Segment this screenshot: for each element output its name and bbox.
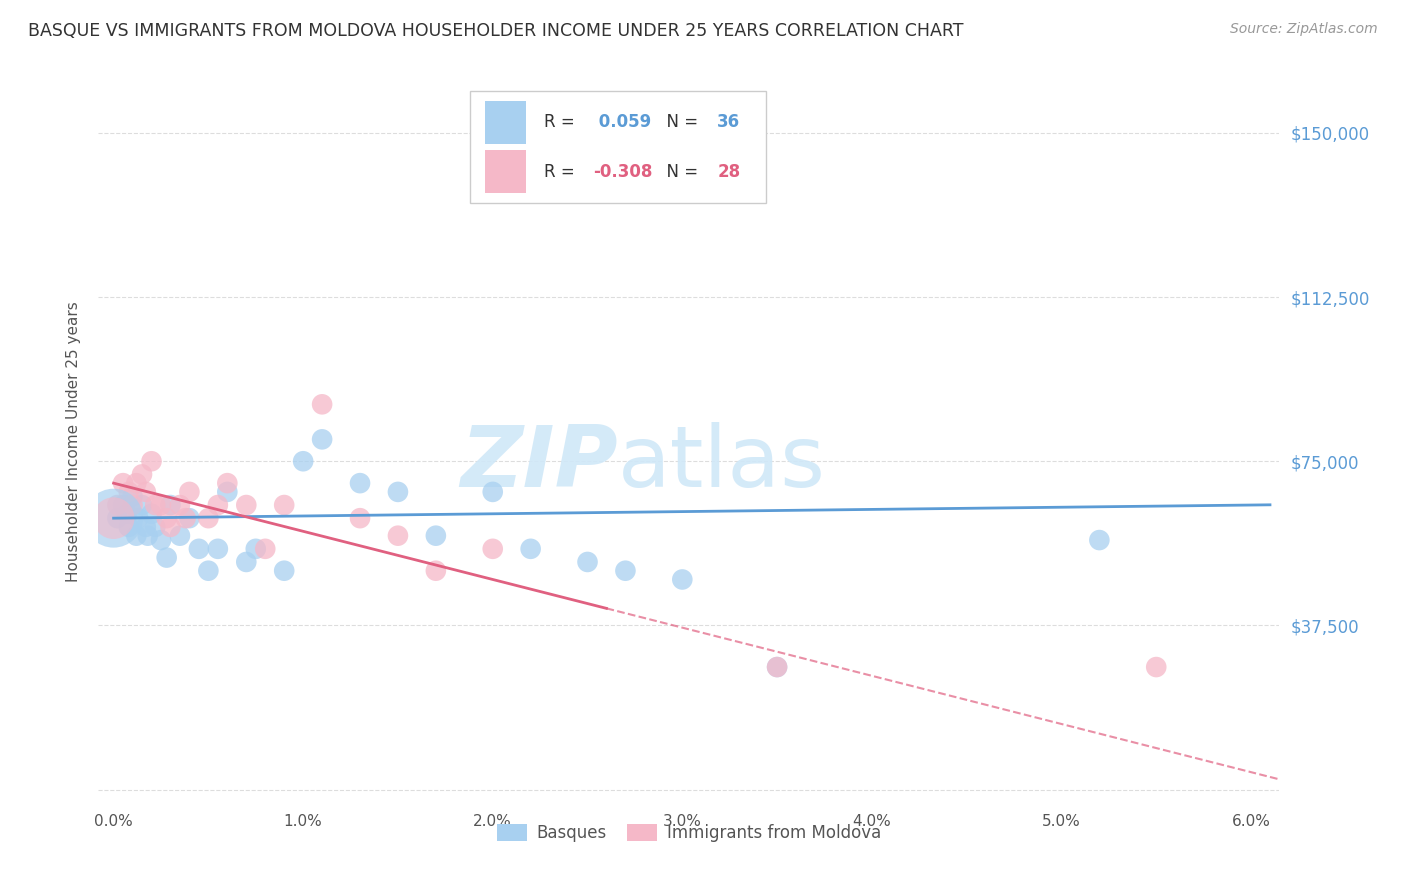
- Point: [273, 498, 295, 512]
- Point: [254, 541, 277, 556]
- Point: [159, 520, 181, 534]
- Point: [197, 564, 219, 578]
- Point: [207, 541, 229, 556]
- Point: [481, 484, 503, 499]
- Point: [387, 529, 409, 543]
- Point: [766, 660, 789, 674]
- Text: N =: N =: [655, 162, 703, 181]
- Point: [103, 511, 125, 525]
- Point: [131, 467, 153, 482]
- Point: [112, 498, 135, 512]
- Point: [671, 573, 693, 587]
- Point: [766, 660, 789, 674]
- Point: [481, 541, 503, 556]
- Point: [349, 511, 371, 525]
- Point: [235, 498, 257, 512]
- Point: [141, 454, 163, 468]
- Point: [235, 555, 257, 569]
- Point: [576, 555, 599, 569]
- Text: ZIP: ZIP: [460, 422, 619, 505]
- Text: Source: ZipAtlas.com: Source: ZipAtlas.com: [1230, 22, 1378, 37]
- Text: 0.059: 0.059: [593, 113, 651, 131]
- Text: 36: 36: [717, 113, 741, 131]
- Point: [387, 484, 409, 499]
- Point: [131, 498, 153, 512]
- FancyBboxPatch shape: [471, 91, 766, 203]
- Point: [1088, 533, 1111, 547]
- Text: R =: R =: [544, 113, 579, 131]
- Point: [1144, 660, 1167, 674]
- Point: [135, 484, 157, 499]
- Point: [115, 507, 138, 521]
- Point: [614, 564, 637, 578]
- Point: [135, 520, 157, 534]
- Point: [149, 498, 172, 512]
- Point: [311, 433, 333, 447]
- Point: [207, 498, 229, 512]
- Point: [245, 541, 267, 556]
- Point: [519, 541, 541, 556]
- Point: [156, 511, 179, 525]
- Legend: Basques, Immigrants from Moldova: Basques, Immigrants from Moldova: [491, 817, 887, 848]
- Text: N =: N =: [655, 113, 703, 131]
- Text: atlas: atlas: [619, 422, 827, 505]
- Point: [156, 550, 179, 565]
- Text: 28: 28: [717, 162, 741, 181]
- Point: [169, 498, 191, 512]
- Point: [169, 529, 191, 543]
- Point: [179, 484, 201, 499]
- FancyBboxPatch shape: [485, 150, 526, 194]
- Point: [105, 511, 128, 525]
- Point: [425, 529, 447, 543]
- Point: [174, 511, 197, 525]
- Text: BASQUE VS IMMIGRANTS FROM MOLDOVA HOUSEHOLDER INCOME UNDER 25 YEARS CORRELATION : BASQUE VS IMMIGRANTS FROM MOLDOVA HOUSEH…: [28, 22, 963, 40]
- Point: [217, 476, 239, 491]
- Point: [121, 498, 143, 512]
- Point: [121, 489, 143, 503]
- Point: [179, 511, 201, 525]
- Point: [141, 507, 163, 521]
- Text: -0.308: -0.308: [593, 162, 652, 181]
- Point: [143, 498, 166, 512]
- Point: [425, 564, 447, 578]
- Point: [197, 511, 219, 525]
- Point: [103, 511, 125, 525]
- Point: [127, 511, 149, 525]
- Point: [149, 533, 172, 547]
- Point: [292, 454, 315, 468]
- Point: [273, 564, 295, 578]
- Point: [349, 476, 371, 491]
- Point: [159, 498, 181, 512]
- Point: [112, 476, 135, 491]
- Point: [118, 484, 141, 499]
- Point: [143, 520, 166, 534]
- Y-axis label: Householder Income Under 25 years: Householder Income Under 25 years: [66, 301, 82, 582]
- Point: [118, 520, 141, 534]
- Point: [187, 541, 209, 556]
- Point: [105, 498, 128, 512]
- Point: [125, 476, 148, 491]
- Point: [136, 529, 159, 543]
- Point: [217, 484, 239, 499]
- FancyBboxPatch shape: [485, 101, 526, 145]
- Text: R =: R =: [544, 162, 579, 181]
- Point: [125, 529, 148, 543]
- Point: [311, 397, 333, 411]
